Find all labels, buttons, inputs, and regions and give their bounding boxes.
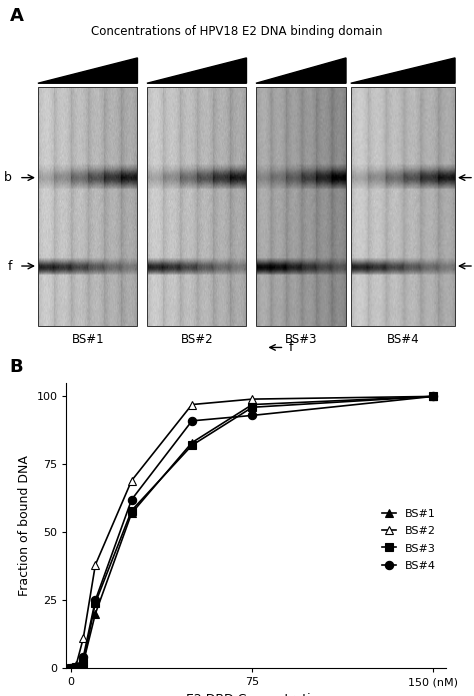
BS#1 [68,664,74,672]
BS#4 [68,664,74,672]
Text: f: f [289,341,293,354]
Text: BS#2: BS#2 [181,333,213,346]
BS#4 [431,393,437,401]
Bar [351,87,455,326]
Polygon shape [256,58,346,84]
BS#1 [431,393,437,401]
BS#3 [189,441,195,450]
BS#2 [431,393,437,401]
BS#2 [249,395,255,403]
Text: f: f [8,260,12,273]
BS#3 [81,658,86,667]
Text: BS#3: BS#3 [285,333,317,346]
Text: A: A [9,7,23,25]
Polygon shape [351,58,455,84]
Line: BS#3: BS#3 [67,393,438,672]
BS#1 [92,610,98,618]
BS#2 [129,477,135,485]
Line: BS#4: BS#4 [67,393,438,672]
BS#2 [68,664,74,672]
Bar [256,87,346,326]
BS#1 [249,400,255,409]
BS#3 [249,403,255,411]
BS#2 [73,661,79,670]
Line: BS#2: BS#2 [67,393,438,672]
Text: Concentrations of HPV18 E2 DNA binding domain: Concentrations of HPV18 E2 DNA binding d… [91,25,383,38]
BS#3 [129,507,135,515]
BS#1 [73,663,79,671]
Bar [38,87,137,326]
Polygon shape [38,58,137,84]
X-axis label: E2 DBD Concentration: E2 DBD Concentration [186,693,326,696]
BS#4 [92,596,98,604]
BS#1 [81,658,86,667]
Polygon shape [147,58,246,84]
BS#4 [73,663,79,671]
BS#2 [189,400,195,409]
Text: b: b [4,171,12,184]
BS#3 [68,664,74,672]
Text: BS#1: BS#1 [72,333,104,346]
BS#2 [81,634,86,642]
Line: BS#1: BS#1 [67,393,438,672]
BS#4 [249,411,255,420]
Y-axis label: Fraction of bound DNA: Fraction of bound DNA [18,455,31,596]
Text: B: B [9,358,23,377]
BS#4 [81,653,86,661]
BS#4 [129,496,135,504]
Text: BS#4: BS#4 [387,333,419,346]
BS#3 [92,599,98,607]
BS#3 [73,663,79,671]
Bar [147,87,246,326]
BS#1 [129,509,135,517]
Legend: BS#1, BS#2, BS#3, BS#4: BS#1, BS#2, BS#3, BS#4 [378,504,440,576]
BS#3 [431,393,437,401]
BS#4 [189,417,195,425]
BS#2 [92,561,98,569]
BS#1 [189,438,195,447]
